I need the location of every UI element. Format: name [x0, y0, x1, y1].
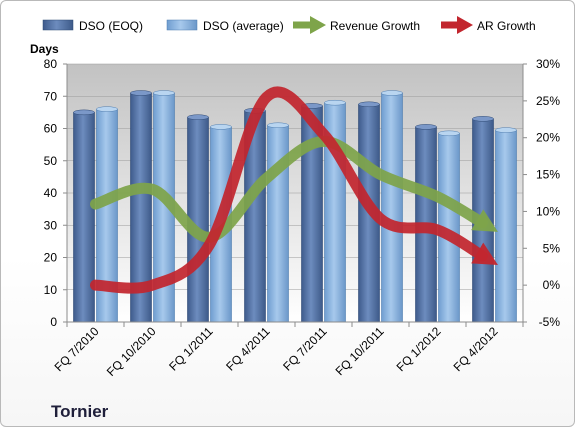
y2-tick-label-5: -5% [539, 315, 561, 329]
company-name: Tornier [51, 402, 109, 421]
y2-tick-label-5: 5% [543, 241, 561, 255]
bar-dso-average-fq-10-2011 [381, 90, 403, 323]
x-tick-label-fq-4-2012: FQ 4/2012 [451, 324, 501, 374]
x-tick-label-fq-7-2010: FQ 7/2010 [52, 324, 102, 374]
y-tick-label-0: 0 [50, 315, 57, 329]
y2-tick-label-30: 30% [536, 57, 560, 71]
left-axis-labels: 0 10 20 30 40 50 60 70 80 [44, 57, 58, 329]
right-axis-labels: -5% 0% 5% 10% 15% 20% 25% 30% [536, 57, 560, 329]
bar-dso-average-fq-1-2012 [438, 130, 460, 323]
y-tick-label-20: 20 [44, 251, 58, 265]
arrowhead-ar-growth [471, 242, 498, 266]
y-tick-label-30: 30 [44, 218, 58, 232]
x-tick-label-fq-1-2012: FQ 1/2012 [394, 324, 444, 374]
x-tick-label-fq-4-2011: FQ 4/2011 [223, 324, 273, 374]
legend-swatch-dso-average [166, 19, 198, 31]
line-revenue-growth [90, 135, 488, 243]
axes [63, 63, 527, 327]
x-tick-label-fq-7-2011: FQ 7/2011 [280, 324, 330, 374]
y-tick-label-40: 40 [44, 186, 58, 200]
line-ar-growth [90, 86, 488, 294]
arrowhead-revenue-growth [471, 209, 498, 232]
legend-label-dso-average: DSO (average) [203, 19, 284, 33]
y2-tick-label-10: 10% [536, 204, 560, 218]
bar-dso-eoq-fq-1-2011 [187, 114, 209, 323]
bar-dso-eoq-fq-7-2010 [73, 109, 95, 323]
y-axis-title: Days [30, 42, 59, 56]
y2-tick-label-0: 0% [543, 278, 561, 292]
legend-label-revenue-growth: Revenue Growth [330, 19, 420, 33]
y-tick-label-60: 60 [44, 122, 58, 136]
y2-tick-label-20: 20% [536, 131, 560, 145]
x-tick-label-fq-10-2011: FQ 10/2011 [333, 324, 387, 378]
legend: DSO (EOQ) DSO (average) Revenue Growth A… [42, 16, 536, 34]
legend-arrow-revenue-growth [293, 16, 326, 34]
y-tick-label-70: 70 [44, 89, 58, 103]
x-tick-label-fq-1-2011: FQ 1/2011 [166, 324, 216, 374]
category-axis-labels: FQ 7/2010 FQ 10/2010 FQ 1/2011 FQ 4/2011 FQ … [52, 324, 501, 379]
x-tick-label-fq-10-2010: FQ 10/2010 [104, 324, 159, 379]
y-tick-label-80: 80 [44, 57, 58, 71]
y2-tick-label-15: 15% [536, 168, 560, 182]
bar-dso-average-fq-4-2011 [267, 122, 289, 323]
legend-arrow-ar-growth [441, 16, 473, 34]
y-tick-label-50: 50 [44, 154, 58, 168]
legend-label-ar-growth: AR Growth [477, 19, 536, 33]
y-tick-label-10: 10 [44, 283, 58, 297]
legend-label-dso-eoq: DSO (EOQ) [79, 19, 143, 33]
y2-tick-label-25: 25% [536, 94, 560, 108]
growth-lines [90, 86, 498, 294]
legend-swatch-dso-eoq [42, 19, 74, 31]
bar-dso-average-fq-4-2012 [495, 127, 517, 323]
